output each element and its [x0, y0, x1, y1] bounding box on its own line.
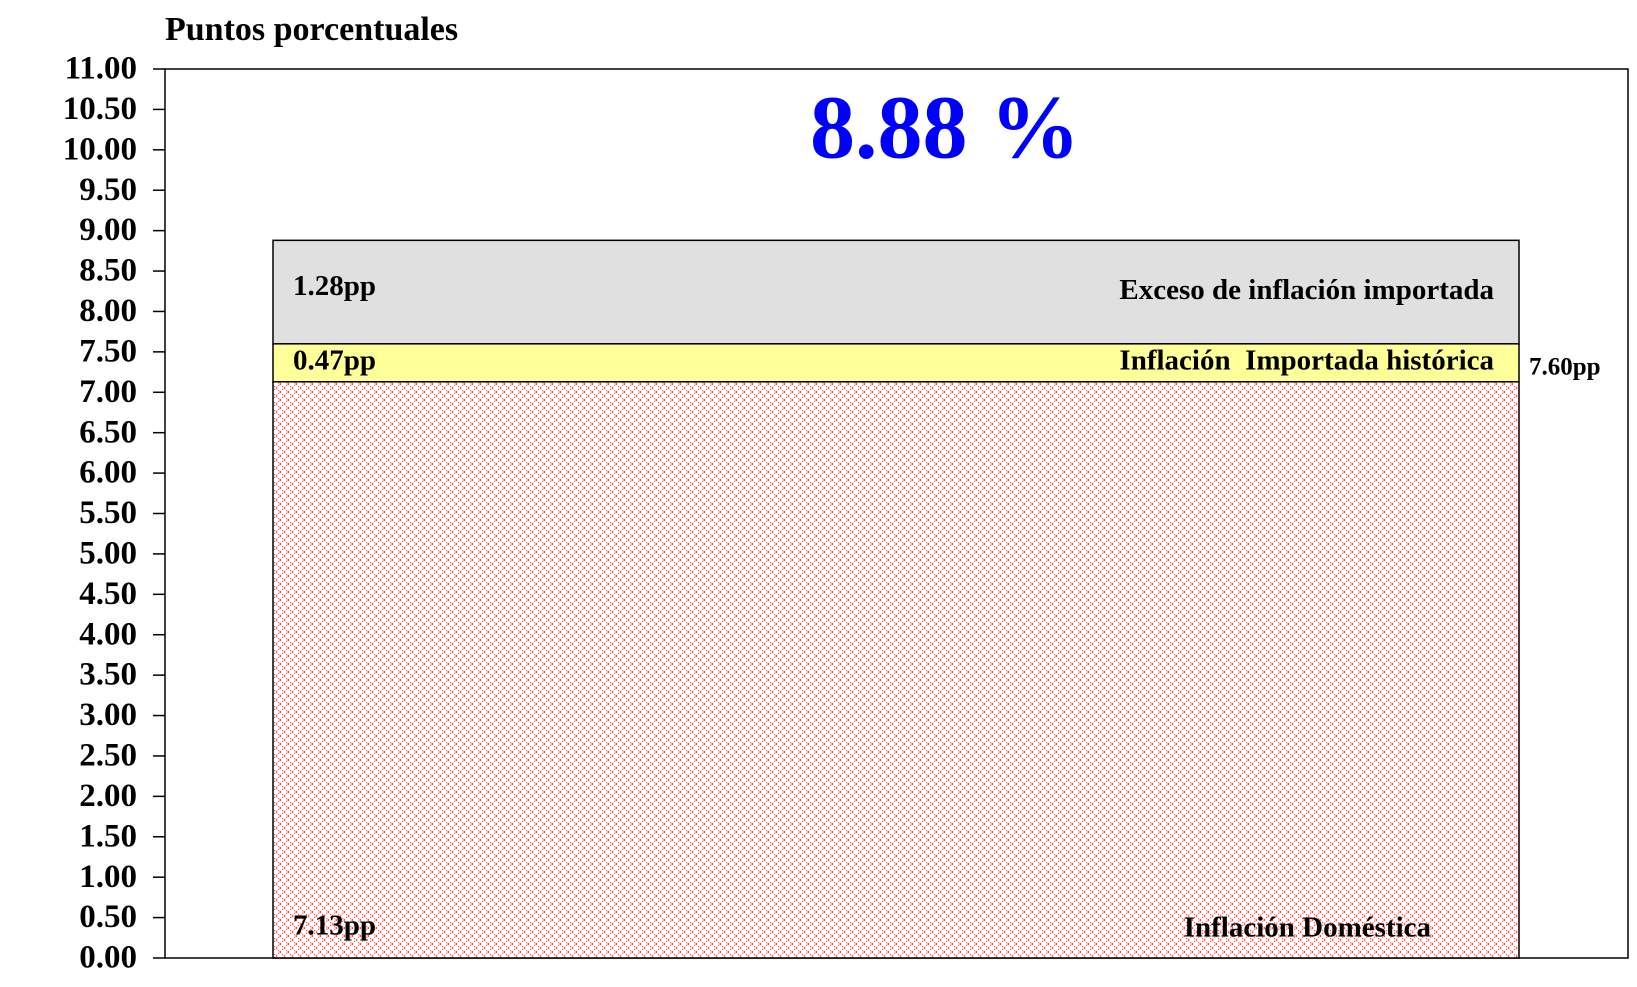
- y-tick-label: 1.00: [79, 859, 137, 895]
- bar-segment: [272, 239, 1520, 345]
- y-tick-label: 7.50: [79, 333, 137, 369]
- y-tick-label: 4.50: [79, 576, 137, 612]
- series-label: Inflación Doméstica: [1184, 912, 1432, 944]
- series-label: Exceso de inflación importada: [1119, 274, 1494, 306]
- y-tick-label: 11.00: [65, 51, 137, 87]
- y-axis-title: Puntos porcentuales: [165, 11, 458, 48]
- y-tick-label: 10.50: [63, 91, 137, 127]
- bar-segment: [272, 381, 1520, 959]
- y-tick-label: 1.50: [79, 818, 137, 854]
- y-tick-label: 9.00: [79, 212, 137, 248]
- bar-segment: [272, 343, 1520, 383]
- y-tick-label: 4.00: [79, 616, 137, 652]
- y-tick-label: 6.50: [79, 414, 137, 450]
- y-tick-label: 5.50: [79, 495, 137, 531]
- y-tick-label: 8.50: [79, 253, 137, 289]
- value-label: 7.13pp: [293, 910, 376, 942]
- series-label: Inflación Importada histórica: [1119, 344, 1494, 376]
- y-tick-label: 0.00: [79, 940, 137, 976]
- y-tick-label: 7.00: [79, 374, 137, 410]
- y-tick-label: 10.00: [63, 131, 137, 167]
- y-tick-label: 3.50: [79, 657, 137, 693]
- value-label: 0.47pp: [293, 344, 376, 376]
- annotation: 8.88 %: [810, 79, 1080, 178]
- y-tick-label: 9.50: [79, 172, 137, 208]
- y-tick-label: 0.50: [79, 899, 137, 935]
- y-tick-label: 3.00: [79, 697, 137, 733]
- annotation: 7.60pp: [1529, 354, 1601, 381]
- value-label: 1.28pp: [293, 270, 376, 302]
- y-tick-label: 2.50: [79, 738, 137, 774]
- y-tick-label: 5.00: [79, 535, 137, 571]
- y-tick-label: 8.00: [79, 293, 137, 329]
- y-tick-label: 6.00: [79, 455, 137, 491]
- y-tick-label: 2.00: [79, 778, 137, 814]
